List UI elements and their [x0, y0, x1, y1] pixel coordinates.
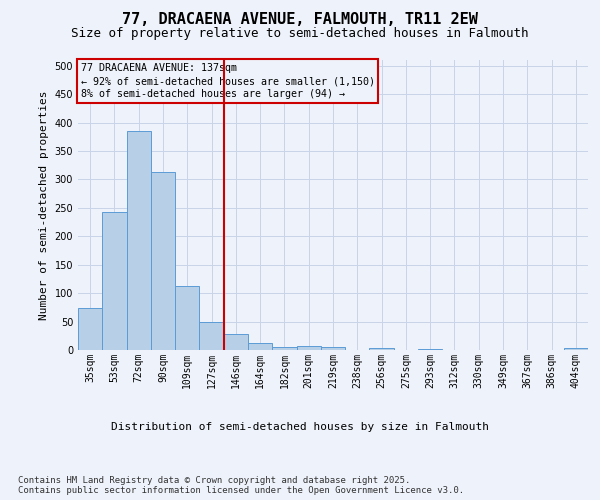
Text: Size of property relative to semi-detached houses in Falmouth: Size of property relative to semi-detach…	[71, 28, 529, 40]
Bar	[296, 346, 321, 350]
Bar	[175, 286, 199, 350]
Bar	[224, 334, 248, 350]
Bar	[248, 343, 272, 350]
Text: Contains HM Land Registry data © Crown copyright and database right 2025.
Contai: Contains HM Land Registry data © Crown c…	[18, 476, 464, 495]
Text: 77 DRACAENA AVENUE: 137sqm
← 92% of semi-detached houses are smaller (1,150)
8% : 77 DRACAENA AVENUE: 137sqm ← 92% of semi…	[80, 63, 374, 100]
Y-axis label: Number of semi-detached properties: Number of semi-detached properties	[39, 90, 49, 320]
Bar	[102, 212, 127, 350]
Bar	[370, 348, 394, 350]
Bar	[78, 308, 102, 350]
Bar	[272, 346, 296, 350]
Bar	[564, 348, 588, 350]
Bar	[199, 322, 224, 350]
Bar	[321, 346, 345, 350]
Bar	[151, 172, 175, 350]
Text: Distribution of semi-detached houses by size in Falmouth: Distribution of semi-detached houses by …	[111, 422, 489, 432]
Bar	[127, 131, 151, 350]
Text: 77, DRACAENA AVENUE, FALMOUTH, TR11 2EW: 77, DRACAENA AVENUE, FALMOUTH, TR11 2EW	[122, 12, 478, 28]
